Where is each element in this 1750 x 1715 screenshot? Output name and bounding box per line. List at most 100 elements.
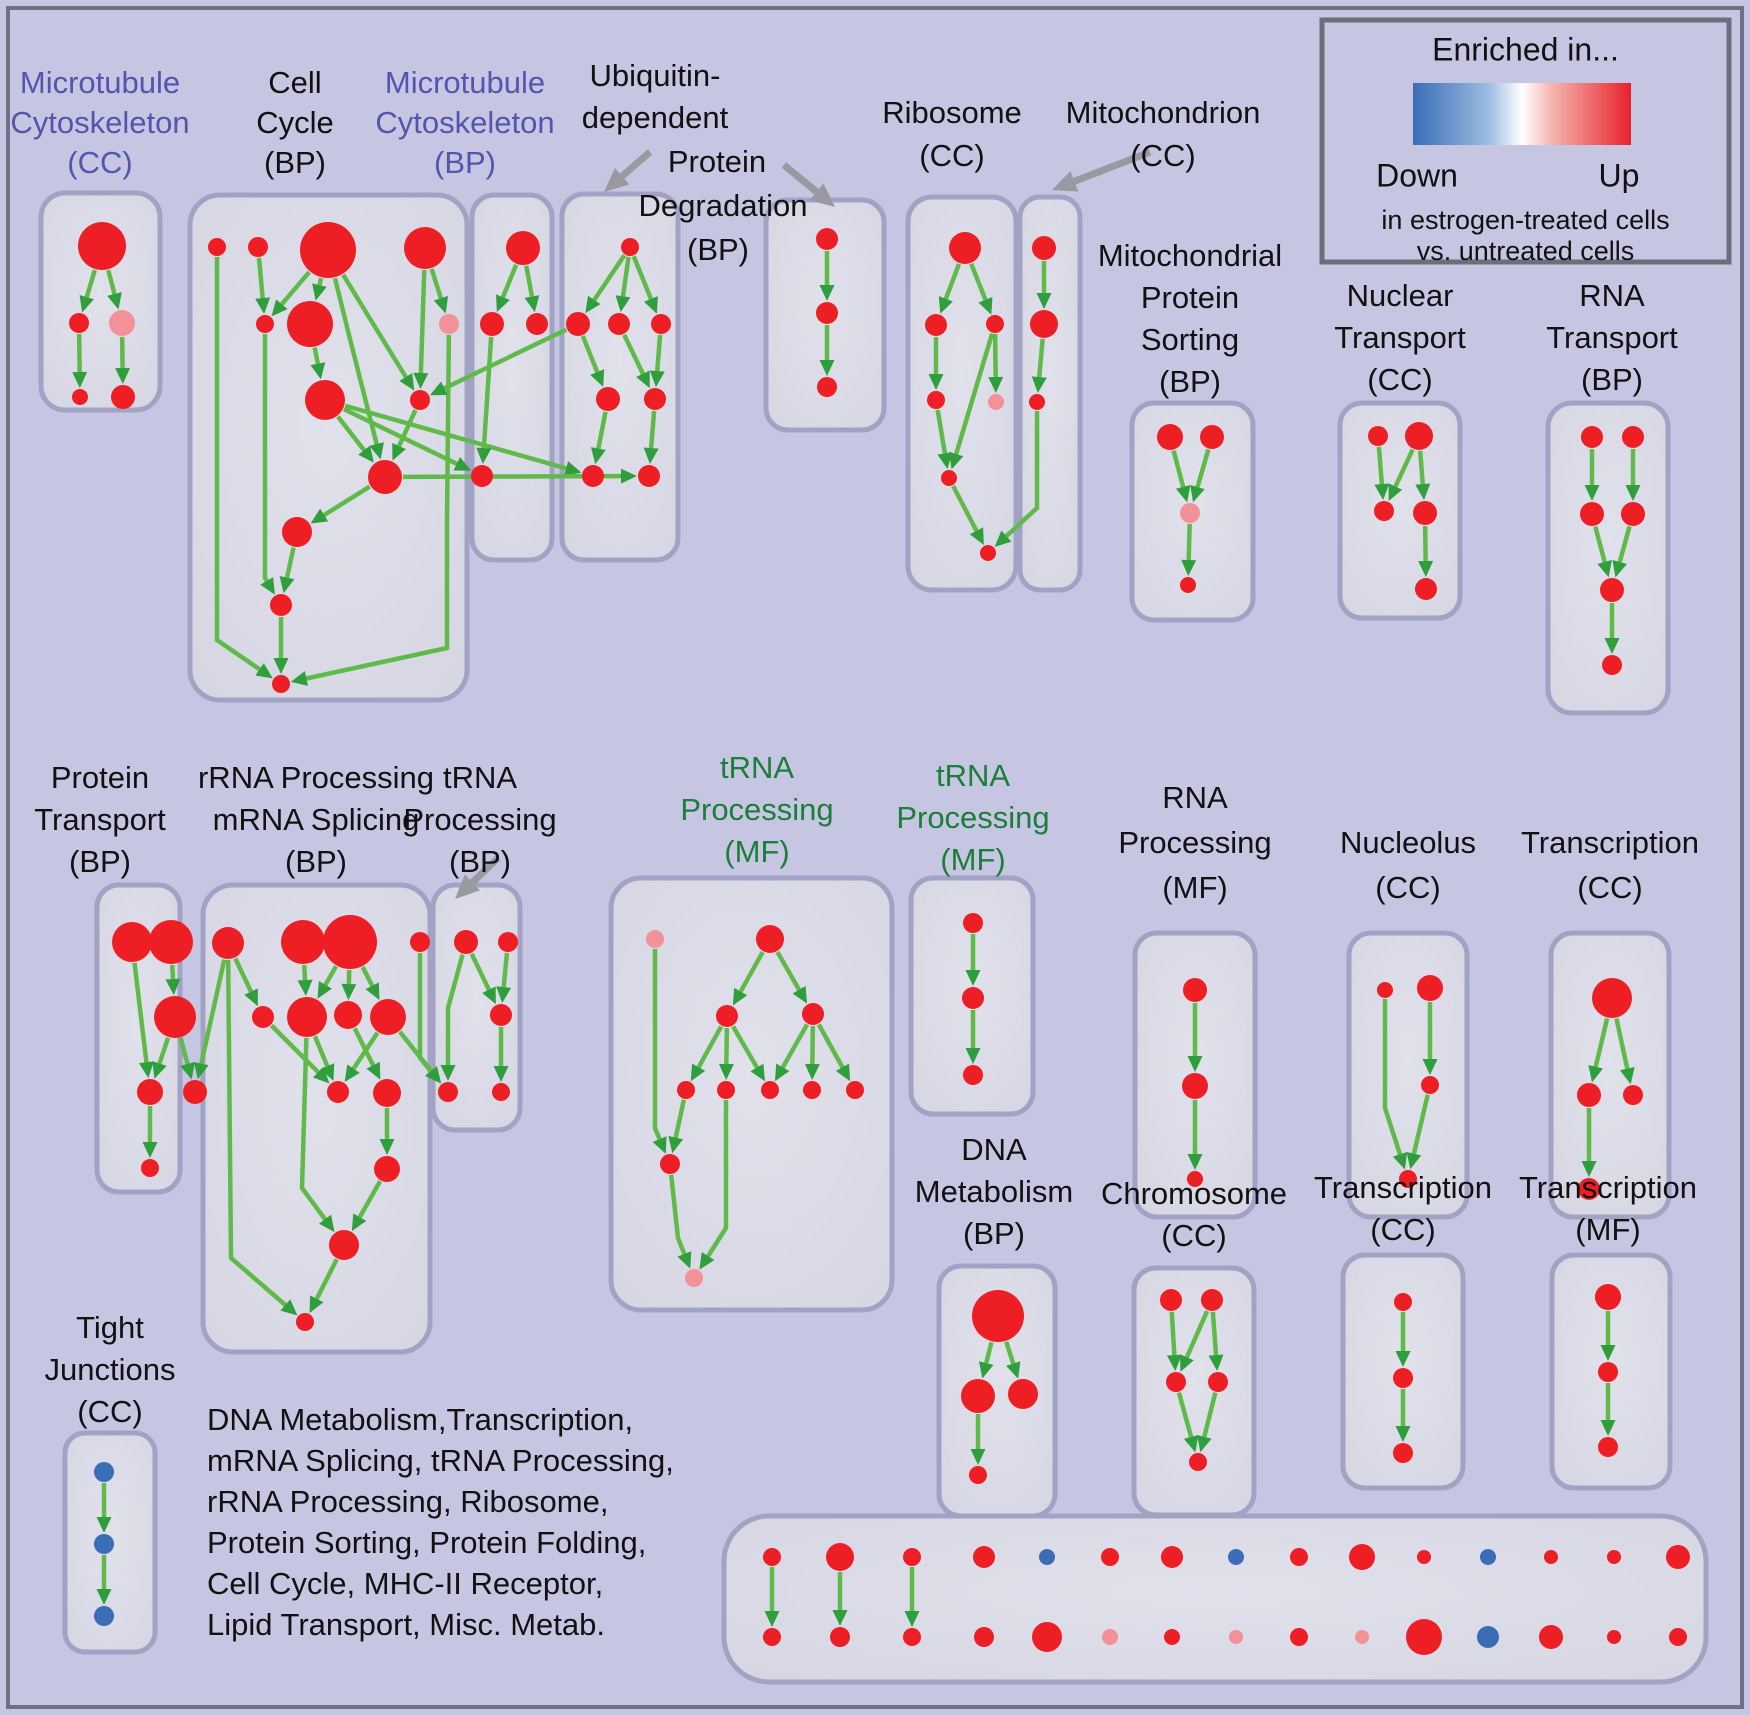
regulation-edge-arrowhead xyxy=(358,445,374,463)
gene-node xyxy=(1669,1628,1687,1646)
regulation-edge-arrowhead xyxy=(792,985,808,1004)
gene-node xyxy=(1228,1549,1244,1565)
gene-node xyxy=(1101,1548,1119,1566)
regulation-edge xyxy=(305,334,452,681)
regulation-edge xyxy=(738,950,765,993)
node-layer xyxy=(69,222,1690,1655)
gene-node xyxy=(111,385,135,409)
pointer-arrow-shaft xyxy=(619,149,653,179)
gene-node xyxy=(1349,1544,1375,1570)
gene-node xyxy=(1229,1630,1243,1644)
regulation-edge-arrowhead xyxy=(1388,483,1403,502)
go-term-label: Cytoskeleton xyxy=(10,105,189,140)
gene-node xyxy=(492,1083,510,1101)
regulation-edge xyxy=(816,1023,845,1069)
gene-node xyxy=(498,932,518,952)
regulation-edge-arrowhead xyxy=(524,295,540,313)
regulation-edge-arrowhead xyxy=(819,285,835,301)
regulation-edge xyxy=(336,415,366,452)
go-term-label: (BP) xyxy=(264,145,326,180)
gene-node xyxy=(370,999,406,1035)
gene-node xyxy=(1189,1453,1207,1471)
regulation-edge-arrowhead xyxy=(1190,484,1205,503)
regulation-edge xyxy=(810,1025,816,1065)
go-box-rna-transport-bp xyxy=(1545,400,1671,716)
regulation-edge xyxy=(1417,450,1425,485)
legend-title: Enriched in... xyxy=(1432,31,1619,67)
regulation-edge-arrowhead xyxy=(774,1063,790,1082)
regulation-edge-arrowhead xyxy=(496,986,512,1004)
gene-node xyxy=(94,1462,114,1482)
pointer-arrow-head xyxy=(604,167,630,192)
regulation-edge-arrowhead xyxy=(280,1299,298,1316)
go-term-label: Protein xyxy=(668,144,766,179)
regulation-edge-arrowhead xyxy=(649,370,665,388)
regulation-edge xyxy=(953,332,995,455)
go-term-label: Mitochondrion xyxy=(1066,95,1261,130)
regulation-edge-arrowhead xyxy=(1166,1354,1182,1372)
go-term-label: (CC) xyxy=(1375,870,1440,905)
regulation-edge-arrowhead xyxy=(429,381,448,396)
regulation-edge-arrowhead xyxy=(1619,1067,1635,1085)
regulation-edge-arrowhead xyxy=(1406,1151,1422,1170)
go-term-label: RNA xyxy=(1579,278,1645,313)
regulation-edge-arrowhead xyxy=(1600,1420,1616,1436)
go-term-label: tRNA xyxy=(936,758,1010,793)
gene-node xyxy=(761,1081,779,1099)
gene-node xyxy=(927,391,945,409)
go-term-label: Chromosome xyxy=(1101,1176,1287,1211)
gene-node xyxy=(1417,975,1443,1001)
regulation-edge-arrowhead xyxy=(938,296,953,314)
regulation-edge xyxy=(1210,1311,1219,1356)
gene-node xyxy=(1161,1546,1183,1568)
gene-node xyxy=(329,1230,359,1260)
regulation-edge-arrowhead xyxy=(965,1048,981,1064)
regulation-edge xyxy=(469,952,491,991)
regulation-edge-arrowhead xyxy=(1006,1361,1021,1379)
regulation-edge xyxy=(317,277,324,286)
gene-node xyxy=(1623,1085,1643,1105)
regulation-edge-arrowhead xyxy=(690,1063,706,1082)
gene-node xyxy=(252,1006,274,1028)
regulation-edge xyxy=(580,335,600,373)
regulation-edge-arrowhead xyxy=(1031,376,1047,394)
regulation-edge-arrowhead xyxy=(255,297,271,315)
gene-node xyxy=(1180,577,1196,593)
gene-node xyxy=(78,222,126,270)
regulation-edge xyxy=(654,334,663,372)
gene-node xyxy=(1160,1289,1182,1311)
go-box-rrna-mrna-bp xyxy=(200,882,433,1355)
pointer-arrow-shaft xyxy=(781,162,819,195)
regulation-edge xyxy=(344,403,567,471)
legend-subtitle-1: in estrogen-treated cells xyxy=(1381,205,1669,235)
regulation-edge-arrowhead xyxy=(652,1136,667,1154)
regulation-edge-arrowhead xyxy=(244,988,258,1007)
gene-node xyxy=(1393,1443,1413,1463)
regulation-edge xyxy=(648,410,657,449)
regulation-edge xyxy=(357,1180,383,1219)
go-term-label: Transcription xyxy=(1519,1170,1697,1205)
regulation-edge-arrowhead xyxy=(937,452,953,470)
regulation-edge-arrowhead xyxy=(1604,638,1620,654)
go-term-label: (BP) xyxy=(1581,362,1643,397)
gene-node xyxy=(660,1154,680,1174)
regulation-edge xyxy=(312,347,321,365)
gene-node xyxy=(373,1079,401,1107)
regulation-edge xyxy=(631,255,654,300)
gene-node xyxy=(1577,1083,1601,1107)
regulation-edge-arrowhead xyxy=(425,1066,442,1084)
regulation-edge xyxy=(233,957,254,993)
regulation-edge-arrowhead xyxy=(310,508,329,524)
regulation-edge xyxy=(214,257,261,672)
gene-node xyxy=(608,313,630,335)
regulation-edge-arrowhead xyxy=(590,369,605,387)
go-term-label: RNA xyxy=(1162,780,1228,815)
go-term-label: Microtubule xyxy=(20,65,180,100)
regulation-edge xyxy=(312,1035,330,1067)
go-term-label: Transport xyxy=(34,802,166,837)
go-box-chromosome-cc xyxy=(1131,1265,1257,1518)
gene-node xyxy=(1039,1549,1055,1565)
gene-node xyxy=(1598,1437,1618,1457)
gene-node xyxy=(1621,502,1645,526)
